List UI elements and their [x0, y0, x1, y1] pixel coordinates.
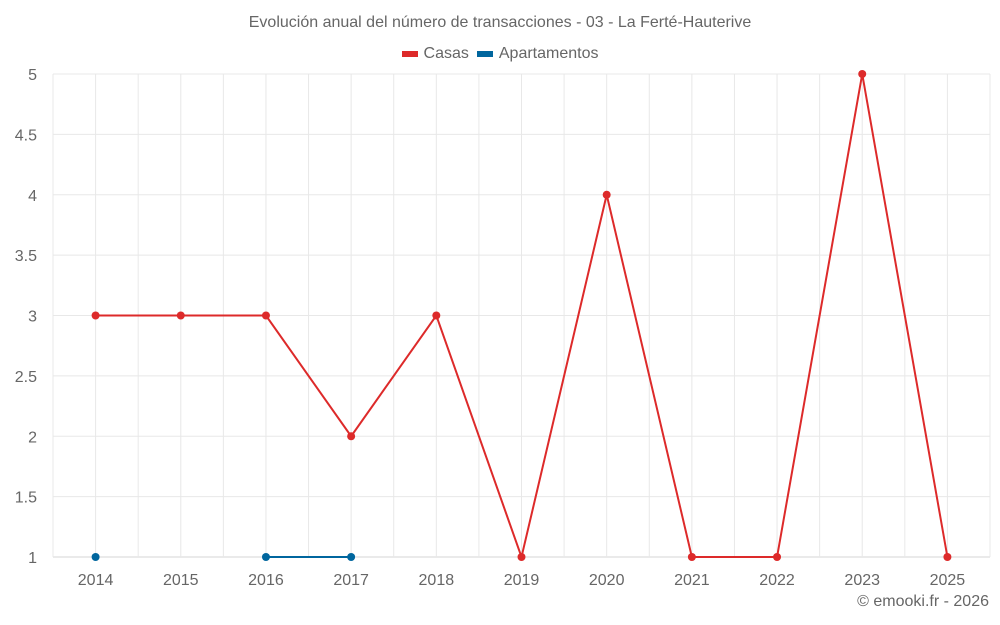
data-point[interactable] — [517, 553, 526, 561]
data-point[interactable] — [773, 553, 782, 561]
x-tick-label: 2015 — [163, 572, 199, 589]
x-tick-label: 2023 — [844, 572, 880, 589]
data-point[interactable] — [347, 432, 356, 441]
legend-swatch-casas — [401, 51, 418, 57]
data-point[interactable] — [943, 553, 952, 561]
copyright-credit: © emooki.fr - 2026 — [857, 593, 989, 610]
data-point[interactable] — [602, 190, 611, 199]
y-tick-label: 4 — [28, 188, 37, 205]
x-tick-label: 2022 — [759, 572, 795, 589]
x-tick-label: 2016 — [248, 572, 284, 589]
y-tick-label: 3 — [28, 309, 37, 326]
y-tick-label: 4.5 — [15, 127, 37, 144]
y-tick-label: 1.5 — [15, 490, 37, 507]
x-tick-label: 2025 — [930, 572, 966, 589]
x-tick-label: 2018 — [419, 572, 455, 589]
data-point[interactable] — [261, 311, 270, 320]
legend: Casas Apartamentos — [0, 45, 1000, 63]
x-tick-label: 2014 — [78, 572, 114, 589]
series-apartamentos — [91, 553, 356, 561]
legend-label-casas: Casas — [423, 45, 469, 62]
legend-item-apartamentos[interactable]: Apartamentos — [476, 45, 599, 63]
data-point[interactable] — [687, 553, 696, 561]
y-axis: 1 1.5 2 2.5 3 3.5 4 4.5 5 — [15, 67, 37, 567]
grid-lines — [52, 73, 991, 558]
data-point[interactable] — [347, 553, 356, 561]
x-tick-label: 2020 — [589, 572, 625, 589]
data-point[interactable] — [858, 70, 867, 78]
x-tick-label: 2017 — [333, 572, 369, 589]
data-point[interactable] — [91, 553, 100, 561]
data-point[interactable] — [91, 311, 100, 320]
x-axis: 2014 2015 2016 2017 2018 2019 2020 2021 2022 2023… — [78, 572, 966, 589]
data-point[interactable] — [176, 311, 185, 320]
y-tick-label: 5 — [28, 67, 37, 84]
y-tick-label: 2.5 — [15, 369, 37, 386]
y-tick-label: 1 — [28, 550, 37, 567]
chart-title: Evolución anual del número de transaccio… — [248, 14, 752, 31]
y-tick-label: 2 — [28, 429, 37, 446]
y-tick-label: 3.5 — [15, 248, 37, 265]
legend-item-casas[interactable]: Casas — [401, 45, 469, 63]
x-tick-label: 2019 — [504, 572, 540, 589]
legend-swatch-apartamentos — [476, 51, 493, 57]
series-lines — [91, 70, 952, 561]
data-point[interactable] — [432, 311, 441, 320]
x-tick-label: 2021 — [674, 572, 710, 589]
data-point[interactable] — [261, 553, 270, 561]
series-casas — [91, 70, 952, 561]
legend-label-apartamentos: Apartamentos — [498, 45, 599, 62]
